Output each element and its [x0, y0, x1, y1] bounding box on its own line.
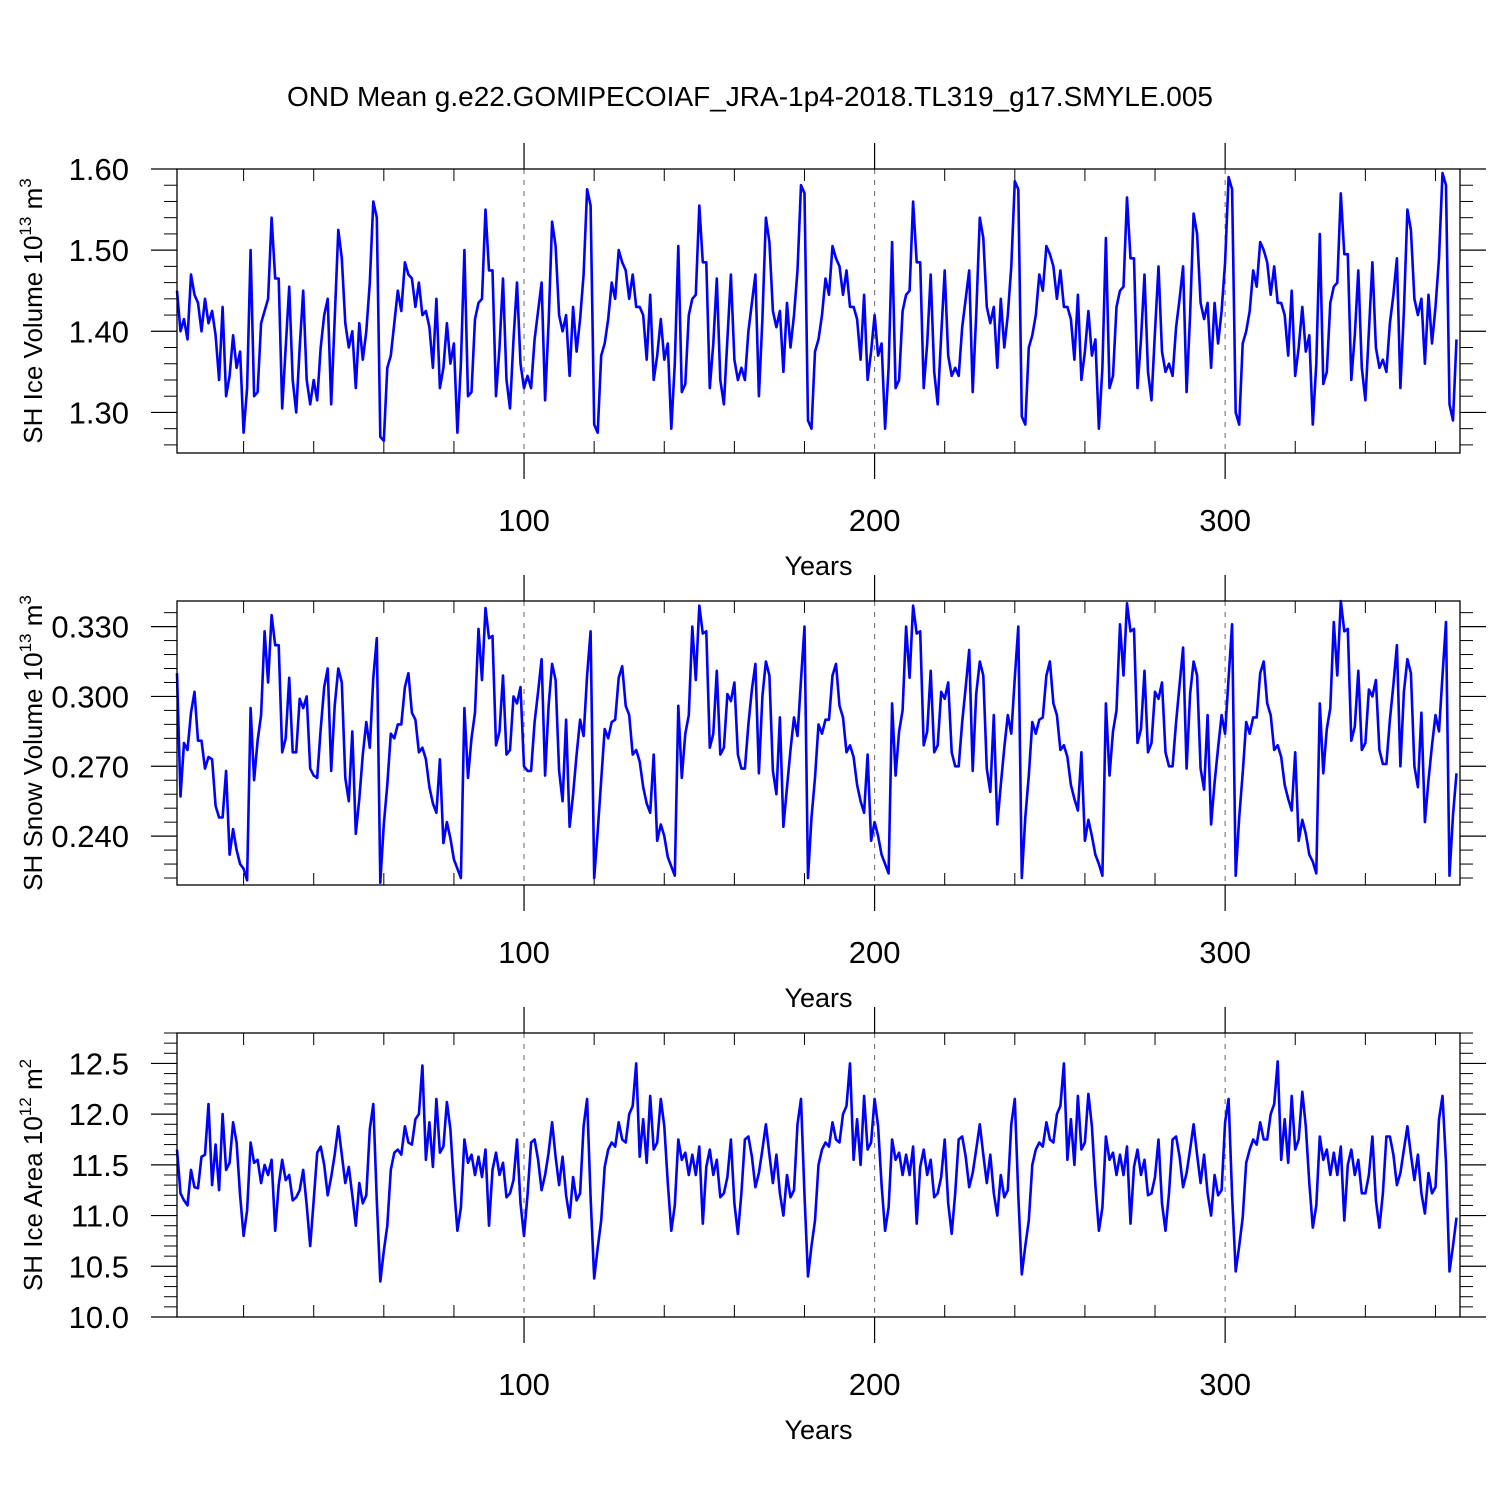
- ice-volume-plot-frame: [176, 168, 1461, 454]
- ice-area-series-line: [175, 1060, 1458, 1283]
- ice-volume-y-tick-label: 1.30: [69, 395, 129, 430]
- ice-volume-x-tick-label: 300: [1199, 503, 1251, 538]
- ice-area-x-tick-label: 300: [1199, 1367, 1251, 1402]
- snow-volume-y-tick-label: 0.330: [51, 610, 129, 645]
- ice-volume-y-tick-label: 1.50: [69, 233, 129, 268]
- ice-volume-y-label-part: 3: [16, 178, 35, 187]
- snow-volume-panel: 100 200 300 0.240 0.270 0.300 0.330 Years SH Sno…: [16, 575, 1486, 1013]
- ice-volume-y-tick-label: 1.60: [69, 152, 129, 187]
- ice-area-x-tick-label: 200: [849, 1367, 901, 1402]
- figure-title: OND Mean g.e22.GOMIPECOIAF_JRA-1p4-2018.…: [287, 81, 1213, 112]
- ice-volume-series-line: [175, 171, 1458, 443]
- ice-volume-y-axis-label: SH Ice Volume 1013 m3: [16, 178, 48, 443]
- snow-volume-y-axis-label: SH Snow Volume 1013 m3: [16, 595, 48, 891]
- snow-volume-y-label-part: 3: [16, 595, 35, 604]
- ice-volume-x-tick-label: 200: [849, 503, 901, 538]
- ice-volume-y-tick-label: 1.40: [69, 314, 129, 349]
- ice-area-y-tick-label: 10.5: [69, 1249, 129, 1284]
- ice-area-y-label-part: 12: [16, 1097, 35, 1116]
- snow-volume-x-tick-label: 200: [849, 935, 901, 970]
- ice-area-y-label-part: m: [18, 1068, 48, 1097]
- ice-volume-y-label-part: m: [18, 188, 48, 217]
- snow-volume-x-tick-label: 300: [1199, 935, 1251, 970]
- ice-area-y-axis-label: SH Ice Area 1012 m2: [16, 1059, 48, 1291]
- ice-area-y-label-part: 2: [16, 1059, 35, 1068]
- ice-area-y-label-part: SH Ice Area 10: [18, 1116, 48, 1291]
- ice-area-x-axis-label: Years: [784, 1415, 852, 1445]
- ice-volume-x-tick-label: 100: [498, 503, 550, 538]
- snow-volume-y-tick-label: 0.240: [51, 819, 129, 854]
- ice-volume-y-label-part: SH Ice Volume 10: [18, 236, 48, 444]
- ice-volume-panel: 100 200 300 1.30 1.40 1.50 1.60 Years SH Ice Vol…: [16, 143, 1486, 581]
- ice-area-y-tick-label: 11.0: [71, 1199, 129, 1234]
- snow-volume-y-label-part: 13: [16, 633, 35, 652]
- snow-volume-x-tick-label: 100: [498, 935, 550, 970]
- ice-area-panel: 100 200 300 10.0 10.5 11.0 11.5 12.0 12.5 Years SH…: [16, 1007, 1486, 1445]
- ice-area-x-tick-label: 100: [498, 1367, 550, 1402]
- snow-volume-series-line: [175, 599, 1458, 885]
- ice-area-y-tick-label: 10.0: [69, 1300, 129, 1335]
- ice-area-plot-frame: [176, 1032, 1461, 1318]
- ice-area-y-tick-label: 11.5: [71, 1148, 129, 1183]
- snow-volume-plot-frame: [176, 600, 1461, 886]
- snow-volume-x-axis-label: Years: [784, 983, 852, 1013]
- ice-volume-y-label-part: 13: [16, 217, 35, 236]
- ice-volume-x-axis-label: Years: [784, 551, 852, 581]
- ice-area-y-tick-label: 12.5: [69, 1046, 129, 1081]
- ice-area-y-tick-label: 12.0: [69, 1097, 129, 1132]
- snow-volume-y-label-part: m: [18, 605, 48, 634]
- snow-volume-y-label-part: SH Snow Volume 10: [18, 652, 48, 890]
- snow-volume-y-tick-label: 0.300: [51, 679, 129, 714]
- snow-volume-y-tick-label: 0.270: [51, 749, 129, 784]
